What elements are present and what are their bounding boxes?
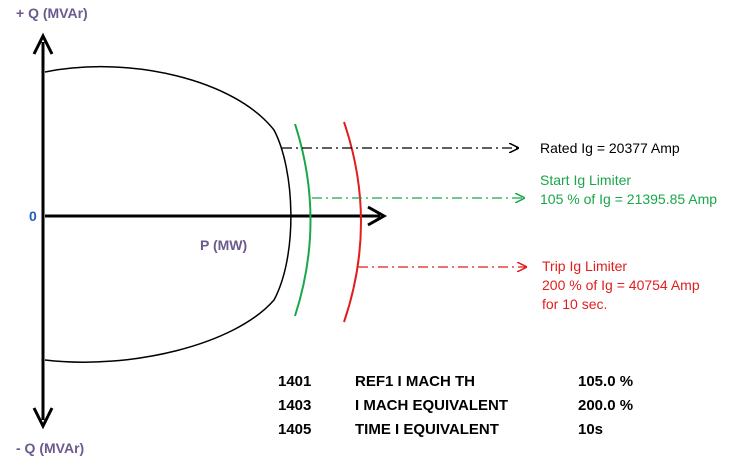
param-name: I MACH EQUIVALENT	[355, 397, 509, 414]
capability-curve	[44, 66, 292, 363]
param-value: 105.0 %	[578, 373, 634, 390]
p-axis	[45, 205, 388, 227]
param-name: TIME I EQUIVALENT	[355, 421, 499, 438]
param-value: 10s	[578, 421, 604, 438]
q-axis	[32, 32, 54, 430]
start-limiter-title: Start Ig Limiter	[540, 172, 632, 188]
start-limiter-value: 105 % of Ig = 21395.85 Amp	[540, 191, 718, 207]
param-code: 1401	[278, 373, 312, 390]
trip-limiter-title: Trip Ig Limiter	[542, 258, 628, 274]
param-code: 1403	[278, 397, 312, 414]
trip-limiter-duration: for 10 sec.	[542, 296, 608, 312]
param-code: 1405	[278, 421, 312, 438]
q-negative-label: - Q (MVAr)	[16, 440, 85, 456]
rated-current-label: Rated Ig = 20377 Amp	[540, 140, 680, 156]
trip-limiter-value: 200 % of Ig = 40754 Amp	[542, 277, 700, 293]
start-limiter-arc	[294, 123, 312, 317]
param-value: 200.0 %	[578, 397, 634, 414]
trip-limiter-arc	[343, 121, 362, 323]
param-name: REF1 I MACH TH	[355, 373, 475, 390]
p-axis-label: P (MW)	[200, 237, 248, 253]
origin-label: 0	[29, 208, 37, 224]
q-positive-label: + Q (MVAr)	[16, 5, 88, 21]
